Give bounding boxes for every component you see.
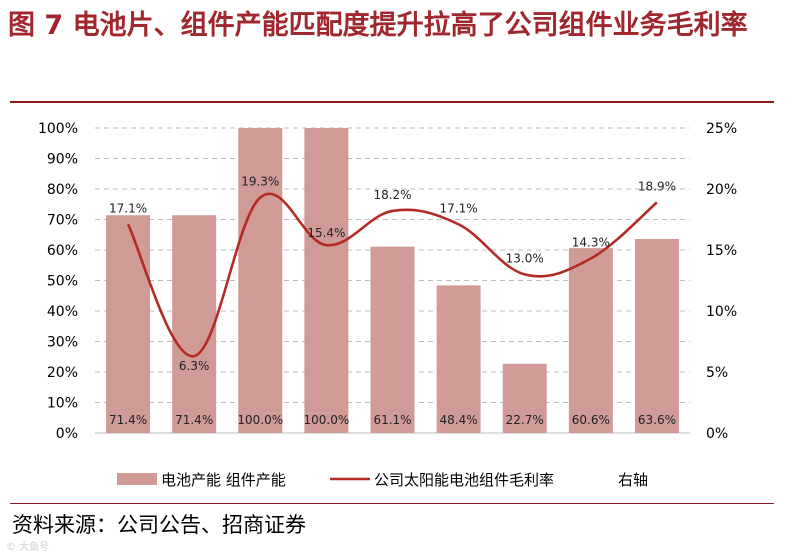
legend-bar-swatch [117,473,157,485]
line-value-label: 15.4% [307,226,345,240]
chart-area: 71.4% 71.4% 100.0% 100.0% 61.1% 48.4% 22.7% 60.… [38,121,737,489]
bar [304,128,349,433]
bar-value-label: 100.0% [237,413,283,427]
legend-line-label: 公司太阳能电池组件毛利率 [374,471,554,489]
left-tick-label: 10% [47,396,78,412]
bar-series [106,128,679,433]
left-tick-label: 100% [38,121,78,137]
line-value-label: 18.2% [373,188,411,202]
left-tick-label: 60% [47,243,78,259]
left-tick-label: 70% [47,213,78,229]
bar [106,215,151,433]
bar [502,363,547,433]
legend-axis-note: 右轴 [618,471,648,489]
bar [370,246,415,433]
title-divider [10,101,774,103]
line-value-label: 6.3% [179,359,210,373]
bar [172,215,217,433]
bar-value-label: 63.6% [638,413,676,427]
right-tick-label: 5% [706,365,728,381]
left-tick-label: 30% [47,335,78,351]
left-tick-label: 80% [47,182,78,198]
line-value-label: 13.0% [506,251,544,265]
right-tick-label: 15% [706,243,737,259]
source-note: 资料来源：公司公告、招商证券 [12,513,306,537]
left-tick-label: 0% [56,426,78,442]
right-axis-ticks: 0% 5% 10% 15% 20% 25% [706,121,737,442]
left-tick-label: 90% [47,152,78,168]
bar [436,285,481,433]
line-value-label: 14.3% [572,236,610,250]
margin-line [126,192,658,358]
right-tick-label: 25% [706,121,737,137]
bar-value-label: 48.4% [440,413,478,427]
left-axis-ticks: 0% 10% 20% 30% 40% 50% 60% 70% 80% 90% 100% [38,121,78,442]
right-tick-label: 0% [706,426,728,442]
left-tick-label: 40% [47,304,78,320]
bar [634,239,679,433]
line-value-label: 17.1% [440,201,478,215]
legend: 电池产能 组件产能 公司太阳能电池组件毛利率 右轴 [117,471,648,489]
legend-bar-label: 电池产能 组件产能 [161,471,286,489]
watermark: © 大鱼号 [6,542,50,553]
bar-value-label: 71.4% [175,413,213,427]
bar-value-labels: 71.4% 71.4% 100.0% 100.0% 61.1% 48.4% 22.7% 60.… [109,413,676,427]
source-divider [10,503,774,504]
bar-value-label: 100.0% [304,413,350,427]
bar-value-label: 61.1% [373,413,411,427]
right-tick-label: 10% [706,304,737,320]
bar-value-label: 71.4% [109,413,147,427]
line-value-label: 19.3% [241,175,279,189]
line-value-labels: 17.1% 6.3% 19.3% 15.4% 18.2% 17.1% 13.0% 14.3% 1… [109,175,676,374]
line-value-label: 18.9% [638,179,676,193]
line-value-label: 17.1% [109,201,147,215]
bar [568,248,613,433]
left-tick-label: 50% [47,274,78,290]
chart-title: 图 7 电池片、组件产能匹配度提升拉高了公司组件业务毛利率 [8,10,748,41]
bar-value-label: 22.7% [506,413,544,427]
right-tick-label: 20% [706,182,737,198]
left-tick-label: 20% [47,365,78,381]
line-series [126,192,658,358]
bar-value-label: 60.6% [572,413,610,427]
bar [238,128,283,433]
